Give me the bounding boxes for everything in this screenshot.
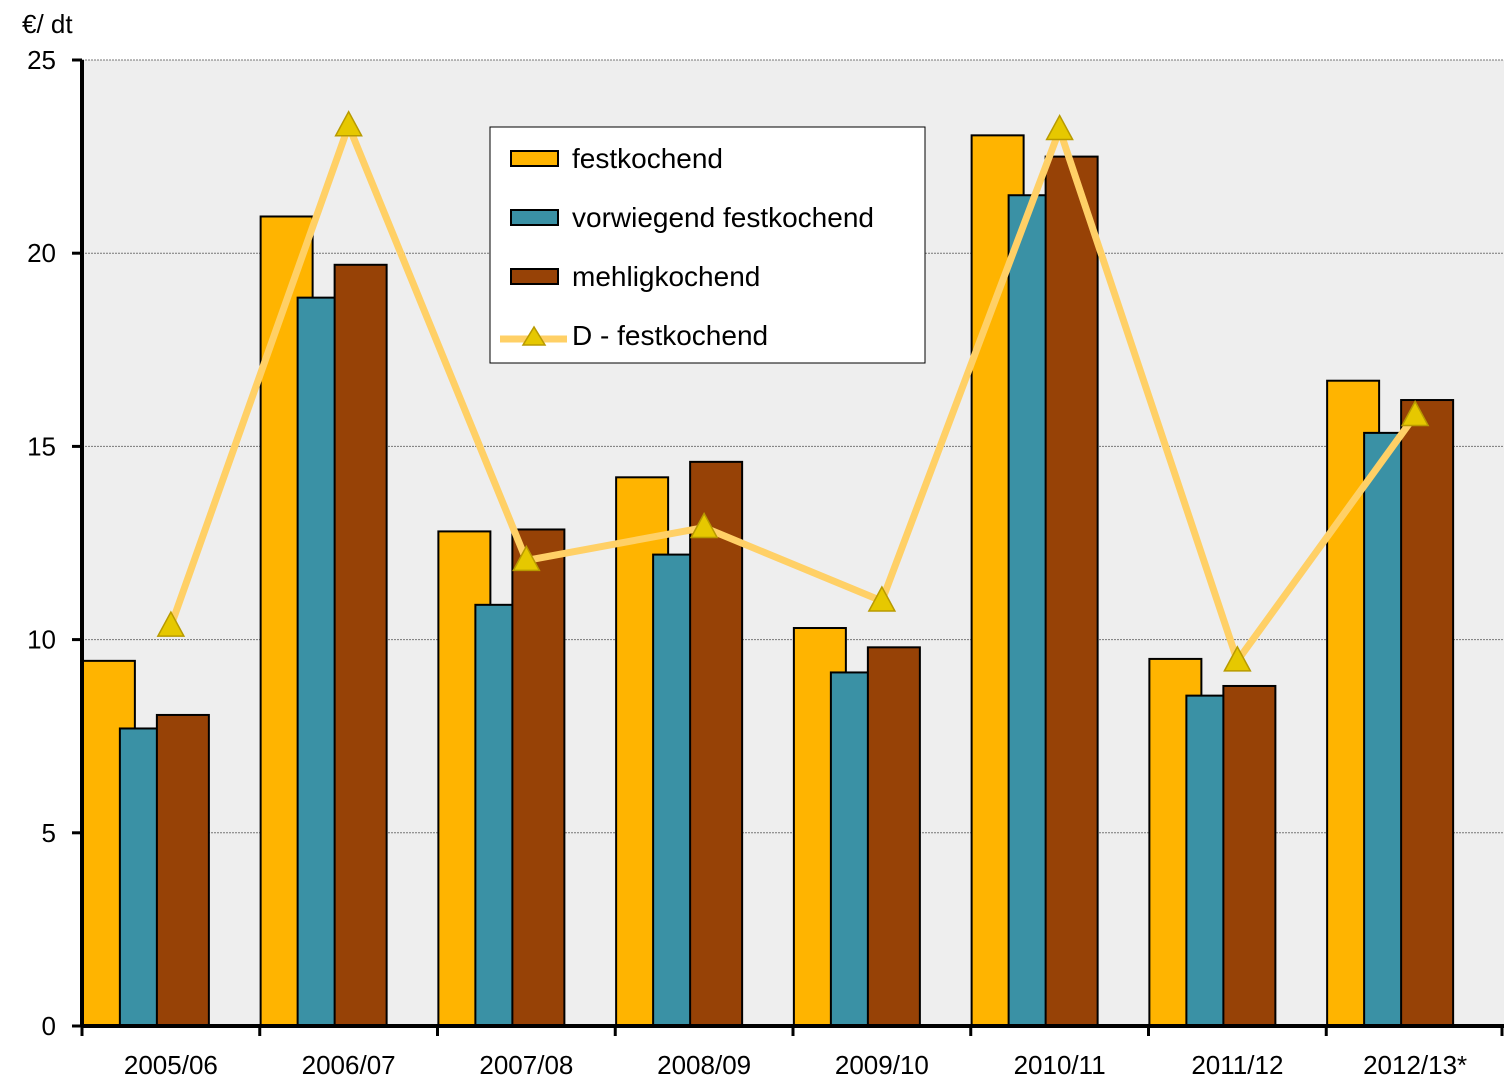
bar-mehligkochend: [1044, 155, 1099, 1028]
legend-label: mehligkochend: [572, 261, 760, 292]
x-tick-label: 2009/10: [835, 1050, 929, 1080]
y-tick-label: 5: [42, 818, 56, 848]
x-tick-label: 2008/09: [657, 1050, 751, 1080]
y-tick-label: 0: [42, 1011, 56, 1041]
legend-swatch: [510, 150, 559, 167]
y-tick-label: 10: [27, 625, 56, 655]
bar-mehligkochend: [155, 713, 210, 1027]
y-tick-labels: 0 5 10 15 20 25: [27, 45, 56, 1041]
y-tick-label: 15: [27, 431, 56, 461]
axes: [72, 58, 1504, 1036]
line-marker: [156, 610, 186, 637]
legend-swatch: [510, 268, 559, 285]
line-marker: [1400, 399, 1430, 427]
x-tick-labels: 2005/06 2006/07 2007/08 2008/09 2009/10 2010/…: [124, 1050, 1467, 1080]
x-tick-label: 2006/07: [302, 1050, 396, 1080]
bar-mehligkochend: [689, 460, 744, 1027]
legend-label: D - festkochend: [572, 320, 768, 351]
x-tick-label: 2011/12: [1191, 1050, 1283, 1080]
line-series: [167, 122, 1418, 665]
bar-mehligkochend: [511, 528, 566, 1027]
line-marker: [1223, 645, 1252, 672]
legend: festkochend vorwiegend festkochend mehligk…: [489, 126, 926, 364]
line-marker: [1045, 113, 1074, 141]
x-tick-label: 2012/13*: [1363, 1050, 1467, 1080]
line-marker: [867, 585, 897, 612]
legend-label: festkochend: [572, 143, 723, 174]
y-tick-label: 20: [27, 238, 56, 268]
bar-mehligkochend: [333, 263, 388, 1027]
bar-mehligkochend: [866, 646, 921, 1027]
line-marker: [334, 110, 363, 137]
line-group: [156, 110, 1430, 672]
x-tick-label: 2005/06: [124, 1050, 218, 1080]
line-marker: [512, 544, 541, 572]
x-tick-label: 2010/11: [1014, 1050, 1106, 1080]
y-tick-label: 25: [27, 45, 56, 75]
y-axis-title: €/ dt: [22, 9, 73, 39]
x-tick-label: 2007/08: [479, 1050, 573, 1080]
line-marker: [689, 511, 719, 539]
bar-mehligkochend: [1222, 684, 1277, 1028]
legend-label: vorwiegend festkochend: [572, 202, 874, 233]
legend-swatch: [510, 209, 559, 226]
bar-mehligkochend: [1400, 399, 1455, 1028]
legend-box: [489, 126, 926, 364]
legend-marker: [521, 325, 547, 346]
